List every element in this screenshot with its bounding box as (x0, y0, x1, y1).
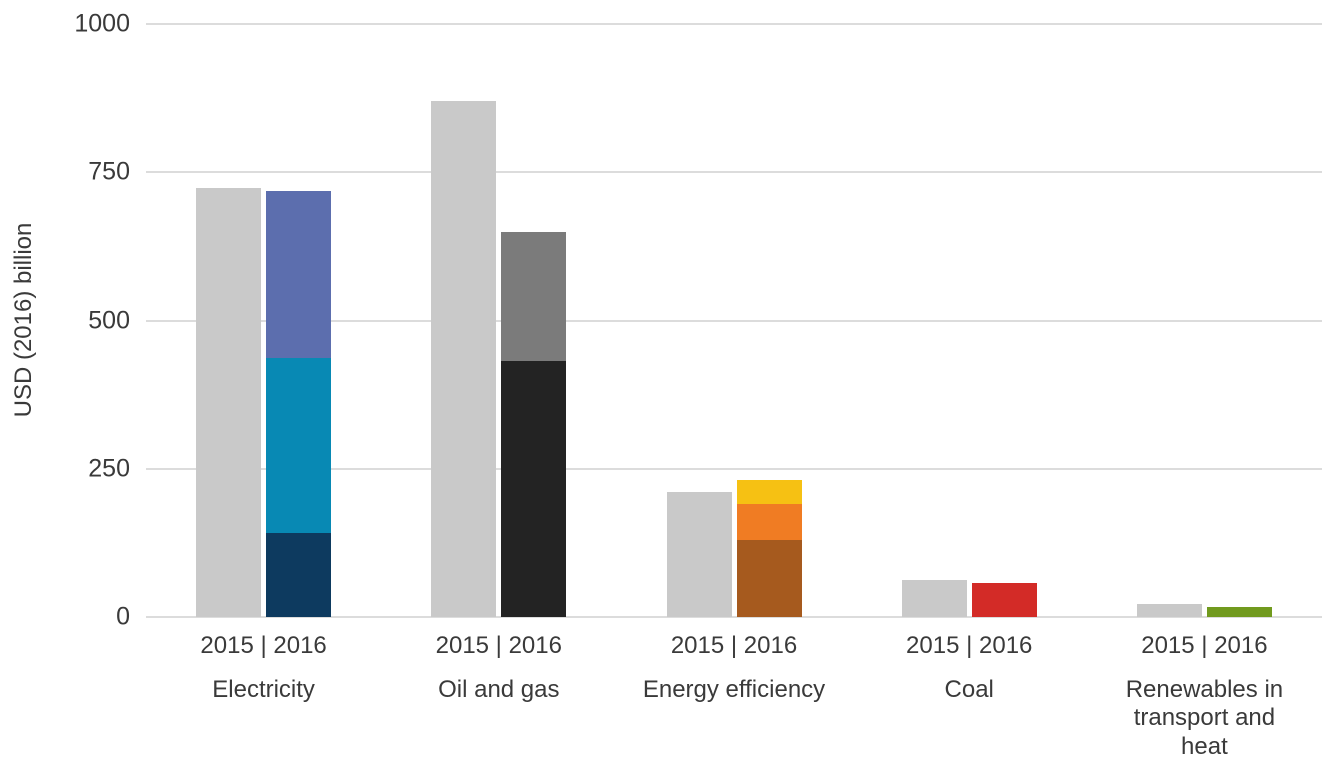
plot-area (146, 23, 1322, 618)
bar-group (616, 24, 851, 617)
bar-2015 (1136, 603, 1202, 617)
bar-segment (501, 232, 567, 362)
gridline (146, 171, 1322, 174)
y-tick-label: 0 (116, 602, 130, 631)
bar-group (852, 24, 1087, 617)
y-tick-label: 500 (88, 306, 130, 334)
x-axis-year-labels-row: 2015 | 2016 2015 | 2016 2015 | 2016 2015 | … (146, 632, 1322, 660)
bar-segment (266, 357, 332, 533)
bar-2016 (971, 583, 1037, 617)
bar-segment (736, 503, 802, 540)
gridline (146, 23, 1322, 25)
year-pair-label: 2015 | 2016 (906, 632, 1033, 659)
bar-segment (501, 361, 567, 617)
bar-groups-container (146, 24, 1322, 617)
bar-2015 (901, 579, 967, 617)
bar-segment (736, 480, 802, 504)
bar-segment (901, 579, 967, 617)
category-label: Electricity (212, 676, 315, 703)
bar-segment (736, 539, 802, 617)
bar-segment (666, 491, 732, 617)
bar-2016 (1206, 606, 1272, 617)
year-pair-label: 2015 | 2016 (670, 632, 798, 659)
gridline (146, 616, 1322, 618)
bar-group (1087, 24, 1322, 617)
bar-group (381, 24, 616, 617)
x-axis-category-labels-row: Electricity Oil and gas Energy efficiency C… (146, 676, 1322, 761)
bar-segment (266, 532, 332, 617)
year-pair-label: 2015 | 2016 (1141, 632, 1268, 659)
bar-segment (266, 190, 332, 358)
bar-segment (196, 188, 262, 617)
y-tick-label: 250 (88, 454, 130, 483)
bar-2016 (501, 232, 567, 617)
bar-2015 (196, 188, 262, 617)
category-label: Coal (944, 676, 994, 703)
category-label: Energy efficiency (642, 676, 826, 703)
bar-segment (971, 583, 1037, 617)
y-tick-label: 750 (88, 157, 130, 186)
bar-2016 (736, 480, 802, 617)
bar-segment (1206, 606, 1272, 617)
y-tick-label: 1000 (74, 9, 130, 38)
bar-segment (431, 101, 497, 617)
gridline (146, 467, 1322, 470)
bar-segment (1136, 603, 1202, 617)
bar-2015 (666, 491, 732, 617)
bar-group (146, 24, 381, 617)
gridline (146, 319, 1322, 322)
category-label: Renewables in transport and heat (1125, 676, 1284, 760)
category-label: Oil and gas (438, 676, 560, 703)
bar-2015 (431, 101, 497, 617)
year-pair-label: 2015 | 2016 (435, 632, 562, 659)
bar-2016 (266, 190, 332, 617)
year-pair-label: 2015 | 2016 (200, 632, 327, 659)
